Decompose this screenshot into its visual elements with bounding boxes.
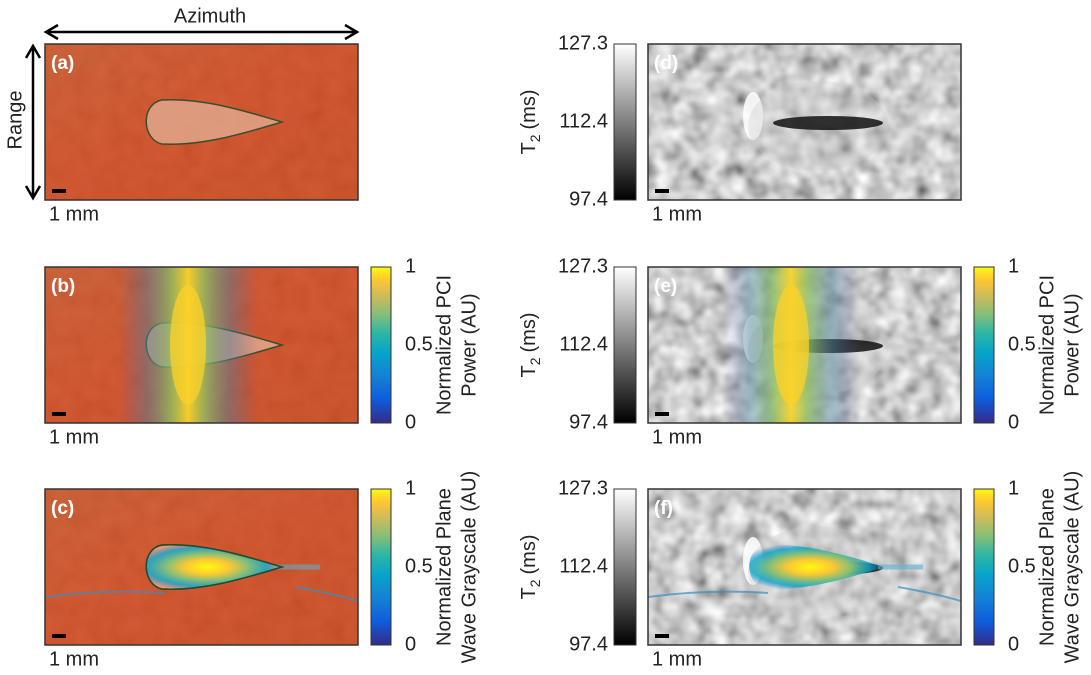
panel-label: (e)	[654, 276, 677, 297]
scale-bar	[52, 189, 66, 193]
subscript: 2	[527, 134, 543, 142]
symbol: T	[518, 142, 540, 154]
colorbar-tick-label: 0.5	[405, 333, 433, 355]
scale-bar	[52, 634, 66, 638]
scale-label: 1 mm	[652, 648, 702, 670]
panel: (a) 1 mm	[45, 44, 358, 225]
colorbar	[614, 489, 636, 645]
colorbar-tick-label: 0	[405, 411, 416, 433]
pci-peak	[170, 285, 206, 405]
colorbar-title: Normalized PCI	[433, 275, 455, 415]
panel-image	[45, 489, 358, 645]
range-arrow	[26, 46, 40, 198]
colorbar-tick-label: 0	[1008, 633, 1019, 655]
panel-image	[648, 44, 961, 200]
colorbar-tick-label: 127.3	[558, 477, 608, 499]
symbol: T	[518, 365, 540, 377]
colorbar-title: Normalized Plane	[433, 488, 455, 646]
unit: (ms)	[518, 90, 540, 130]
colorbar-tick-label: 97.4	[569, 633, 608, 655]
scale-label: 1 mm	[49, 426, 99, 448]
colorbar	[974, 267, 994, 423]
colorbar-title: Normalized PCI	[1036, 275, 1058, 415]
pci-peak	[773, 285, 809, 405]
scale-bar	[655, 189, 669, 193]
panel-image	[648, 267, 961, 423]
colorbar-tick-label: 112.4	[559, 555, 608, 577]
dark-streak	[773, 116, 883, 130]
colorbar-title: T2 (ms)	[518, 313, 542, 378]
panel-image	[45, 267, 358, 423]
colorbar-tick-label: 0.5	[1008, 333, 1036, 355]
colorbar-tick-label: 0.5	[1008, 555, 1036, 577]
colorbar	[371, 489, 391, 645]
range-label: Range	[4, 91, 26, 150]
colorbar-tick-label: 127.3	[558, 32, 608, 54]
panel-image	[45, 44, 358, 200]
colorbar	[371, 267, 391, 423]
scale-label: 1 mm	[652, 426, 702, 448]
unit: (ms)	[518, 535, 540, 575]
colorbar-tick-label: 0	[1008, 411, 1019, 433]
panel-image	[648, 489, 961, 645]
colorbar-tick-label: 97.4	[569, 411, 608, 433]
colorbar-title: Normalized Plane	[1036, 488, 1058, 646]
scale-bar	[655, 634, 669, 638]
colorbar-tick-label: 127.3	[558, 255, 608, 277]
scale-bar	[655, 412, 669, 416]
panel-label: (f)	[654, 498, 673, 519]
colorbar-tick-label: 112.4	[559, 333, 608, 355]
colorbar-title: Wave Grayscale (AU)	[458, 471, 480, 664]
subscript: 2	[527, 579, 543, 587]
azimuth-label: Azimuth	[174, 5, 246, 27]
colorbar-title: T2 (ms)	[518, 90, 542, 155]
scale-label: 1 mm	[49, 203, 99, 225]
panel-label: (d)	[654, 53, 678, 74]
colorbar-tick-label: 1	[405, 477, 416, 499]
panel-label: (a)	[51, 53, 74, 74]
figure: Azimuth Range (a) 1 mm (b) 1 mm 1 0.5 0 Normali…	[0, 0, 1091, 675]
colorbar-tick-label: 1	[405, 255, 416, 277]
scale-label: 1 mm	[49, 648, 99, 670]
panel-label: (c)	[51, 498, 74, 519]
colorbar-tick-label: 0.5	[405, 555, 433, 577]
colorbar-title: Power (AU)	[458, 293, 480, 396]
scale-bar	[52, 412, 66, 416]
colorbar-tick-label: 112.4	[559, 110, 608, 132]
colorbar-title: T2 (ms)	[518, 535, 542, 600]
panel: (d) 1 mm 127.3 112.4 97.4 T2 (ms)	[518, 32, 961, 225]
colorbar-tick-label: 0	[405, 633, 416, 655]
unit: (ms)	[518, 313, 540, 353]
colorbar-tick-label: 1	[1008, 477, 1019, 499]
colorbar-title: Power (AU)	[1061, 293, 1083, 396]
colorbar-tick-label: 97.4	[569, 188, 608, 210]
colorbar-tick-label: 1	[1008, 255, 1019, 277]
panel-label: (b)	[51, 276, 75, 297]
colorbar-title: Wave Grayscale (AU)	[1061, 471, 1083, 664]
colorbar	[614, 44, 636, 200]
colorbar	[614, 267, 636, 423]
colorbar	[974, 489, 994, 645]
symbol: T	[518, 587, 540, 599]
scale-label: 1 mm	[652, 203, 702, 225]
subscript: 2	[527, 357, 543, 365]
